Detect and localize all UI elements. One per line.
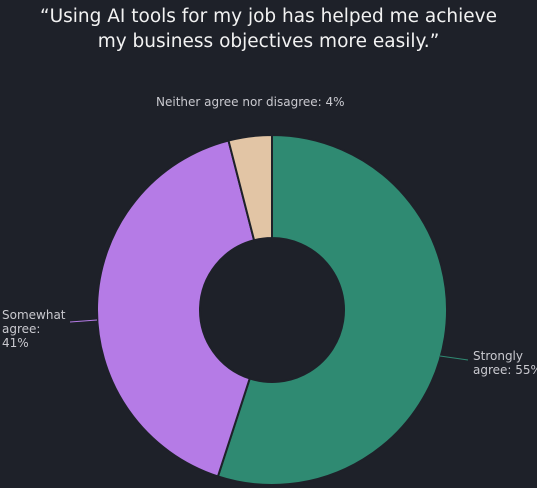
donut-slice <box>227 133 273 242</box>
donut-slice <box>216 133 448 486</box>
leader-line <box>439 355 469 361</box>
slice-label: Somewhat agree: 41% <box>2 308 66 350</box>
donut-slice <box>96 139 256 478</box>
chart-title: “Using AI tools for my job has helped me… <box>40 6 497 52</box>
slice-label: Neither agree nor disagree: 4% <box>156 95 345 109</box>
leader-line <box>69 319 98 323</box>
slice-label: Strongly agree: 55% <box>473 349 537 377</box>
